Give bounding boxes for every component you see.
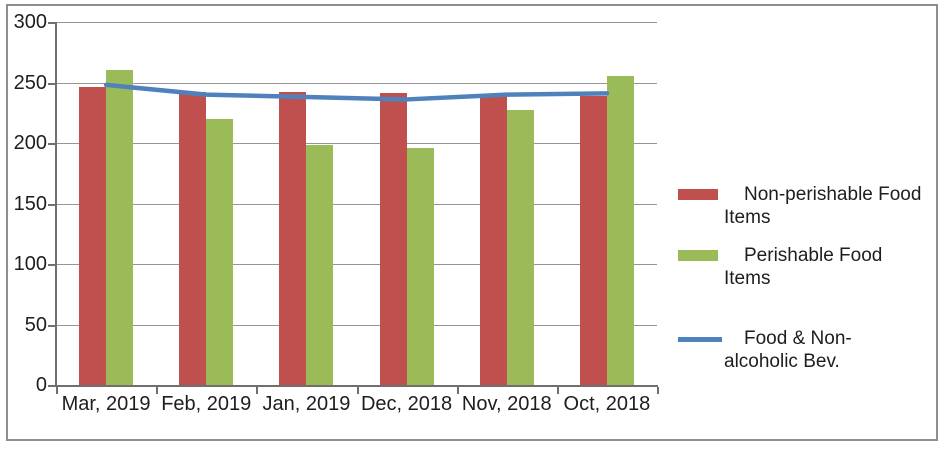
bar-perishable-food-items-mar-2019[interactable]: [106, 70, 134, 385]
bar-non-perishable-food-items-feb-2019[interactable]: [179, 92, 207, 385]
bar-non-perishable-food-items-oct-2018[interactable]: [579, 95, 607, 385]
bar-non-perishable-food-items-mar-2019[interactable]: [79, 87, 107, 385]
perishable-swatch-icon: [678, 250, 718, 261]
legend-label-food-bev: Food & Non-alcoholic Bev.: [724, 328, 852, 372]
x-tick-label-feb-2019: Feb, 2019: [161, 393, 252, 415]
line-food-non-alcoholic-bev[interactable]: [103, 82, 610, 102]
x-tick-0: [56, 387, 58, 394]
y-tick-250: [48, 82, 56, 85]
gridline-50: [56, 324, 657, 326]
x-tick-4: [456, 387, 459, 394]
x-tick-label-dec-2018: Dec, 2018: [360, 393, 453, 415]
y-tick-label-200: 200: [13, 132, 47, 154]
x-tick-label-mar-2019: Mar, 2019: [61, 393, 151, 415]
bar-perishable-food-items-jan-2019[interactable]: [306, 145, 334, 385]
y-tick-label-300: 300: [13, 11, 47, 33]
legend-item-perishable[interactable]: Perishable Food Items: [678, 244, 926, 290]
y-tick-100: [48, 264, 56, 266]
x-tick-3: [356, 387, 359, 394]
x-tick-6: [657, 387, 659, 394]
gridline-150: [56, 203, 657, 205]
y-tick-label-0: 0: [35, 374, 47, 396]
gridline-300: [56, 22, 657, 23]
gridline-100: [56, 264, 657, 265]
legend-swatch-col: [678, 244, 724, 261]
x-tick-5: [556, 387, 559, 394]
legend-swatch-col: [678, 183, 724, 200]
bar-non-perishable-food-items-dec-2018[interactable]: [379, 93, 407, 385]
gridline-250: [56, 82, 657, 84]
gridline-200: [56, 143, 657, 144]
bar-perishable-food-items-nov-2018[interactable]: [506, 110, 534, 385]
y-tick-label-150: 150: [13, 192, 47, 215]
legend: Non-perishable Food Items Perishable Foo…: [678, 183, 926, 373]
x-tick-label-jan-2019: Jan, 2019: [262, 393, 351, 415]
y-tick-50: [48, 324, 56, 327]
x-tick-label-nov-2018: Nov, 2018: [461, 393, 552, 415]
x-axis-line: [56, 385, 658, 387]
legend-swatch-col: [678, 327, 724, 342]
y-tick-150: [48, 203, 56, 206]
non-perishable-swatch-icon: [678, 189, 718, 200]
y-tick-0: [48, 385, 56, 387]
bar-perishable-food-items-feb-2019[interactable]: [206, 118, 234, 385]
bar-perishable-food-items-dec-2018[interactable]: [406, 147, 434, 385]
y-axis-line: [55, 22, 57, 386]
x-tick-2: [256, 387, 259, 394]
y-tick-200: [48, 143, 56, 145]
bar-non-perishable-food-items-nov-2018[interactable]: [479, 94, 507, 385]
legend-item-food-bev[interactable]: Food & Non-alcoholic Bev.: [678, 327, 926, 373]
trend-line-svg: [103, 82, 610, 102]
bar-non-perishable-food-items-jan-2019[interactable]: [279, 92, 307, 385]
line-swatch-icon: [678, 337, 722, 342]
legend-label-non-perishable: Non-perishable Food Items: [724, 184, 922, 228]
y-tick-label-100: 100: [13, 253, 47, 275]
x-tick-label-oct-2018: Oct, 2018: [563, 393, 651, 415]
y-tick-label-50: 50: [24, 313, 47, 336]
legend-item-non-perishable[interactable]: Non-perishable Food Items: [678, 183, 926, 229]
x-tick-1: [156, 387, 159, 394]
y-tick-300: [48, 22, 56, 24]
bar-perishable-food-items-oct-2018[interactable]: [606, 76, 634, 385]
legend-label-perishable: Perishable Food Items: [724, 245, 883, 289]
y-tick-label-250: 250: [13, 71, 47, 94]
